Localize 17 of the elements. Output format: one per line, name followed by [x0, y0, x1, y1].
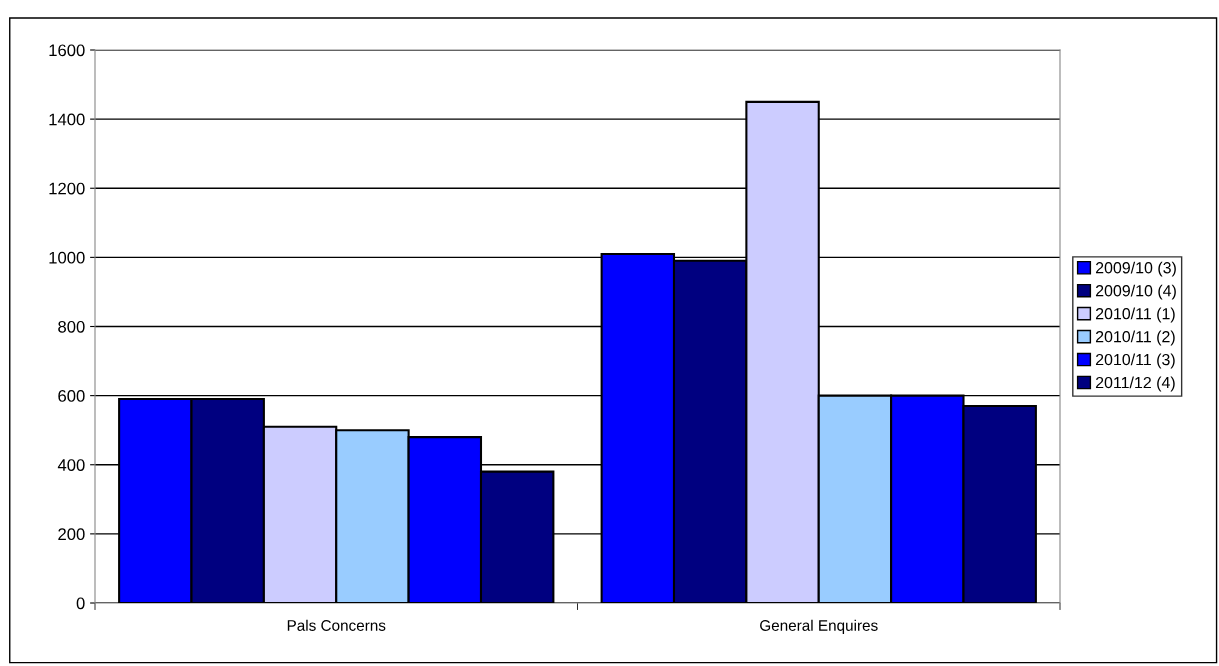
- legend-label: 2009/10 (4): [1095, 284, 1176, 300]
- legend-label: 2009/10 (3): [1095, 261, 1176, 277]
- y-tick-label: 400: [57, 459, 85, 471]
- legend-label: 2010/11 (3): [1095, 353, 1175, 369]
- legend-label: 2010/11 (1): [1095, 307, 1175, 323]
- x-tick-label: General Enquires: [760, 619, 878, 634]
- x-tick-label: Pals Concerns: [287, 619, 386, 631]
- y-tick-label: 800: [58, 320, 85, 333]
- y-tick-label: 1600: [49, 44, 85, 57]
- y-tick-label: 600: [58, 390, 85, 402]
- y-tick-label: 1400: [49, 113, 85, 126]
- y-tick-label: 200: [58, 528, 85, 541]
- y-tick-label: 1000: [49, 251, 85, 264]
- y-tick-label: 1200: [49, 182, 85, 195]
- y-tick-label: 0: [76, 597, 85, 610]
- legend-label: 2011/12 (4): [1095, 376, 1175, 392]
- legend-label: 2010/11 (2): [1095, 330, 1175, 346]
